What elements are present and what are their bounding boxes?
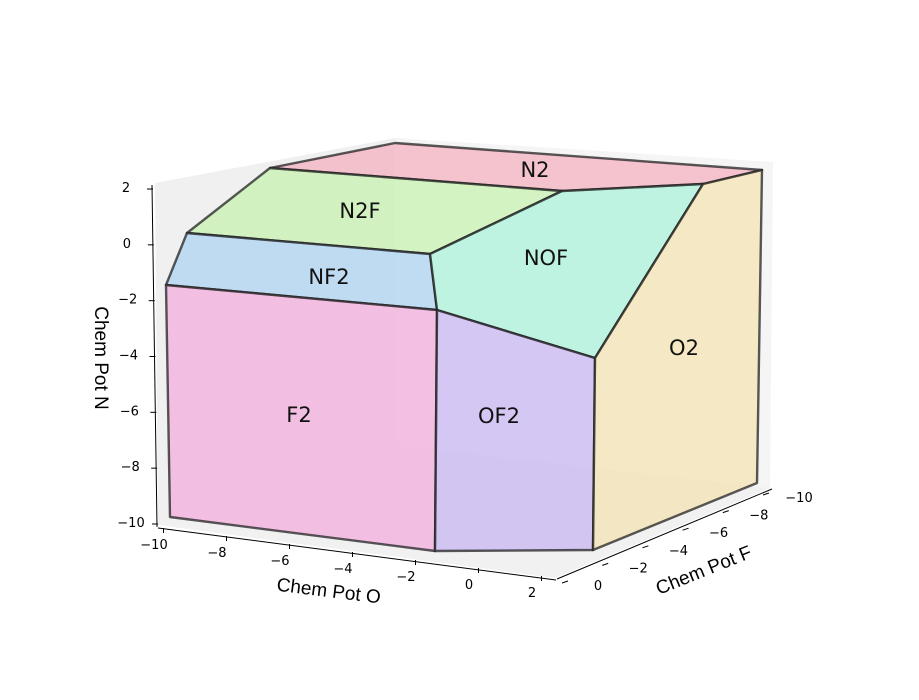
- region-label-n2: N2: [520, 158, 549, 182]
- x-tick-label: −4: [333, 562, 352, 577]
- z-tick-label: −2: [118, 293, 137, 308]
- y-axis-line: [556, 488, 773, 580]
- x-tick-label: −10: [140, 538, 167, 553]
- region-labels: N2 N2F NF2 NOF F2 OF2 O2: [286, 158, 699, 428]
- x-tick-label: −2: [396, 570, 415, 585]
- z-tick-label: −8: [121, 460, 140, 475]
- z-tick-label: 2: [122, 181, 130, 196]
- y-tick-label: −10: [785, 491, 812, 506]
- y-tick-label: 0: [594, 579, 602, 594]
- region-label-nf2: NF2: [308, 265, 349, 289]
- y-tick-label: −8: [749, 509, 768, 524]
- z-tick-label: −10: [117, 516, 144, 531]
- y-tick-mark: [762, 492, 770, 496]
- y-tick-label: −6: [709, 526, 728, 541]
- z-tick-label: −6: [120, 404, 139, 419]
- y-tick-mark: [602, 562, 609, 566]
- x-tick-label: −6: [270, 554, 289, 569]
- x-tick-label: 0: [465, 578, 473, 593]
- y-tick-mark: [682, 527, 689, 531]
- axis-ticks: 2 0 −2 −4 −6 −8 −10 −10 −8 −6 −4 −2 0 2 0 −2 −4 −6 −8 −10: [117, 181, 812, 601]
- y-tick-mark: [642, 545, 649, 549]
- x-axis-title: Chem Pot O: [276, 575, 382, 609]
- z-tick-label: −4: [119, 349, 138, 364]
- region-label-o2: O2: [669, 336, 699, 360]
- y-tick-label: −2: [629, 561, 648, 576]
- region-o2: [591, 168, 764, 552]
- z-tick-label: 0: [123, 237, 131, 252]
- region-label-of2: OF2: [478, 404, 520, 428]
- z-axis-title: Chem Pot N: [90, 306, 111, 409]
- y-tick-mark: [561, 580, 569, 584]
- region-label-nof: NOF: [524, 246, 568, 270]
- region-label-n2f: N2F: [339, 199, 380, 223]
- region-label-f2: F2: [286, 403, 311, 427]
- region-faces: [164, 141, 764, 553]
- y-tick-label: −4: [669, 544, 688, 559]
- x-axis-line: [157, 527, 557, 581]
- x-tick-label: −8: [207, 546, 226, 561]
- y-tick-mark: [722, 510, 729, 514]
- x-tick-label: 2: [528, 586, 536, 601]
